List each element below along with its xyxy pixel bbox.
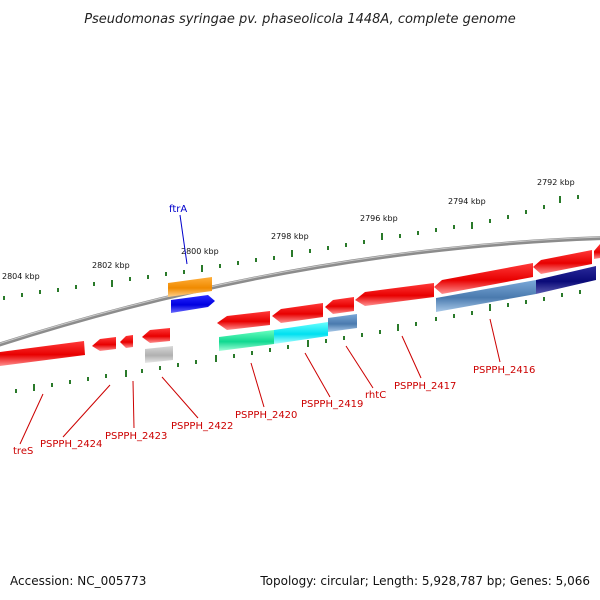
label-ftra: ftrA (169, 204, 187, 215)
leader-lines (19, 214, 501, 445)
label-rhtc: rhtC (365, 390, 386, 401)
label-pspph-2420: PSPPH_2420 (235, 410, 297, 421)
gene-pspph-2422-arrow[interactable] (142, 328, 170, 343)
label-pspph-2424: PSPPH_2424 (40, 439, 102, 450)
gene-pspph-2420-arrow[interactable] (272, 303, 323, 323)
gene-green-block[interactable] (219, 330, 274, 351)
label-pspph-2422: PSPPH_2422 (171, 421, 233, 432)
gene-cyan-block[interactable] (274, 322, 328, 344)
genome-summary-text: Topology: circular; Length: 5,928,787 bp… (260, 574, 590, 588)
accession-text: Accession: NC_005773 (10, 574, 147, 588)
genome-backbone (0, 236, 600, 347)
label-pspph-2417: PSPPH_2417 (394, 381, 456, 392)
gene-rhtc-arrow[interactable] (355, 283, 434, 306)
gene-pspph-2419-arrow[interactable] (325, 297, 354, 314)
gene-pspph-2416-arrow[interactable] (533, 250, 592, 274)
gene-forward-blue-arrow[interactable] (171, 295, 215, 313)
gene-gray-block[interactable] (145, 346, 173, 363)
gene-navy-block[interactable] (536, 266, 596, 294)
label-pspph-2416: PSPPH_2416 (473, 365, 535, 376)
gene-pspph-2417-arrow[interactable] (434, 263, 533, 294)
gene-edge-arrow[interactable] (594, 244, 600, 259)
scale-label-2798: 2798 kbp (271, 232, 309, 241)
gene-steel-block-small[interactable] (328, 314, 357, 332)
inner-tick-marks (15, 290, 581, 393)
scale-label-2800: 2800 kbp (181, 247, 219, 256)
gene-pspph-2423-arrow[interactable] (120, 335, 133, 348)
gene-steel-block-large[interactable] (436, 280, 536, 312)
scale-label-2796: 2796 kbp (360, 214, 398, 223)
genome-backbone-highlight (0, 236, 600, 344)
scale-label-2802: 2802 kbp (92, 261, 130, 270)
gene-pspph-2421-arrow[interactable] (217, 311, 270, 330)
gene-tres-arrow[interactable] (0, 341, 85, 366)
scale-label-2804: 2804 kbp (2, 272, 40, 281)
scale-label-2794: 2794 kbp (448, 197, 486, 206)
gene-pspph-2424-arrow[interactable] (92, 337, 116, 351)
map-title: Pseudomonas syringae pv. phaseolicola 14… (84, 12, 516, 27)
label-tres: treS (13, 446, 33, 457)
scale-label-2792: 2792 kbp (537, 178, 575, 187)
gene-ftra-arrow[interactable] (168, 277, 212, 297)
outer-tick-marks (3, 195, 579, 300)
label-pspph-2423: PSPPH_2423 (105, 431, 167, 442)
label-pspph-2419: PSPPH_2419 (301, 399, 363, 410)
